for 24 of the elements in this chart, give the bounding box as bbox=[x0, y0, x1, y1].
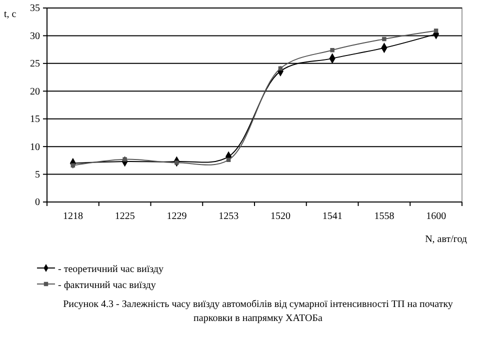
point bbox=[434, 28, 438, 33]
legend-label: - фактичний час виїзду bbox=[58, 280, 156, 291]
y-tick-label: 15 bbox=[30, 114, 40, 126]
x-tick-label: 1600 bbox=[426, 211, 446, 222]
y-tick-label: 5 bbox=[35, 169, 40, 180]
y-tick-label: 10 bbox=[30, 142, 40, 153]
x-tick-label: 1541 bbox=[322, 211, 342, 222]
legend-label: - теоретичний час виїзду bbox=[58, 264, 164, 275]
x-axis-title: N, авт/год bbox=[425, 234, 467, 245]
y-tick-label: 0 bbox=[35, 197, 40, 208]
point bbox=[382, 36, 386, 42]
point bbox=[330, 48, 334, 52]
x-tick-label: 1253 bbox=[218, 211, 239, 222]
text: Рисунок 4.3 - Залежність часу виїзду автомобілів від сумарної інтенсивності ТП на початку парковки в напрямку ХАТОБа bbox=[63, 299, 453, 324]
x-tick-label: 1229 bbox=[166, 211, 187, 222]
x-tick-label: 1225 bbox=[114, 211, 135, 222]
y-axis-title: t, c bbox=[4, 9, 17, 20]
y-tick-label: 35 bbox=[30, 3, 40, 14]
y-tick-label: 25 bbox=[30, 58, 40, 70]
x-tick-label: 1520 bbox=[270, 211, 290, 222]
y-tick-label: 20 bbox=[30, 86, 40, 98]
x-tick-label: 1558 bbox=[374, 211, 394, 222]
x-tick-label: 1218 bbox=[62, 211, 83, 222]
y-tick-label: 30 bbox=[30, 30, 40, 42]
